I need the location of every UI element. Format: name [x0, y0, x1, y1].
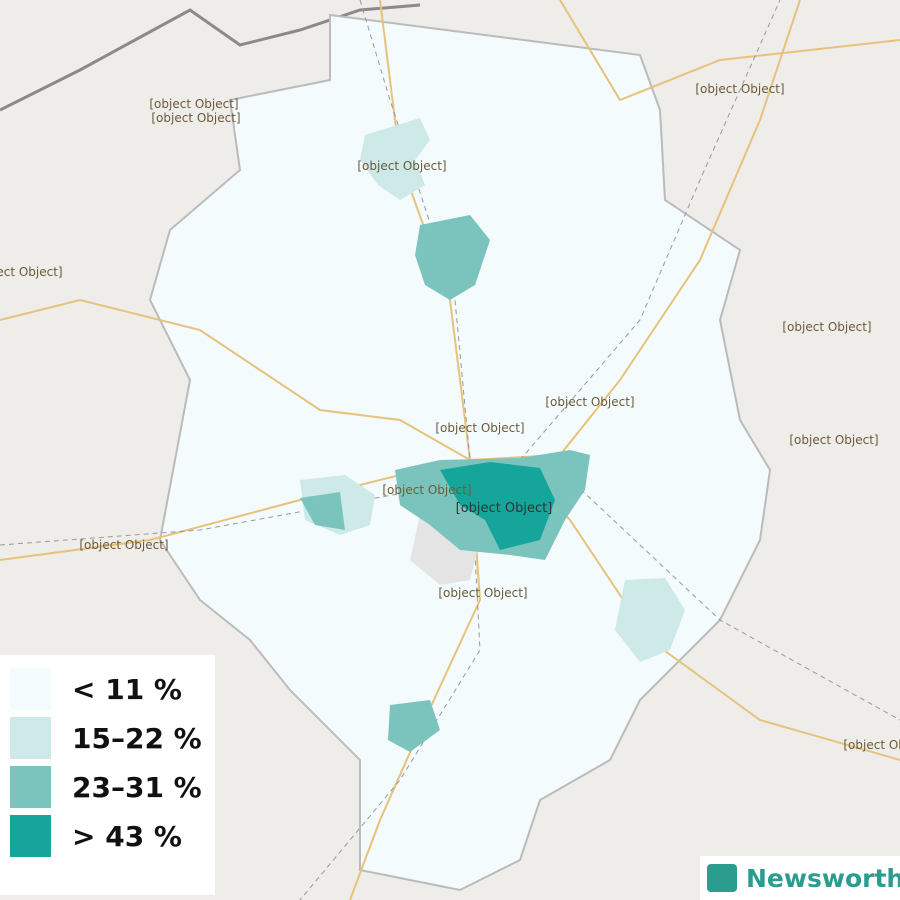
brand-icon — [707, 864, 737, 892]
railway — [519, 0, 781, 461]
place-label: [object Object] — [782, 320, 871, 334]
place-label: [object Object] — [789, 433, 878, 447]
place-label: [object Object] — [357, 159, 446, 173]
place-label: [object Object] — [149, 97, 238, 111]
municipality — [148, 13, 772, 892]
legend-swatch — [10, 717, 51, 759]
legend-label: 15–22 % — [72, 722, 202, 755]
area — [440, 462, 555, 550]
county-border — [0, 3, 421, 112]
place-label: [object Object] — [382, 483, 471, 497]
place-label: [object Object] — [456, 501, 553, 516]
place-label: [object Object] — [438, 586, 527, 600]
legend-swatch — [10, 815, 51, 857]
place-label: [object Object] — [79, 538, 168, 552]
area — [360, 118, 430, 200]
area — [615, 578, 685, 662]
railway — [0, 469, 900, 721]
place-label: [object Object] — [695, 82, 784, 96]
road — [559, 0, 900, 102]
legend-swatch — [10, 668, 51, 710]
brand: Newsworthy — [700, 856, 900, 900]
place-label: [object Object] — [435, 421, 524, 435]
area — [300, 492, 345, 530]
legend-label: 23–31 % — [72, 771, 202, 804]
place-label: [object Object] — [843, 738, 900, 752]
area — [415, 215, 490, 300]
area — [388, 700, 440, 752]
place-label: [object Object] — [0, 265, 63, 279]
legend: < 11 % 15–22 % 23–31 % > 43 % — [0, 655, 215, 895]
place-label: [object Object] — [151, 111, 240, 125]
legend-swatch — [10, 766, 51, 808]
legend-label: > 43 % — [72, 820, 182, 853]
legend-label: < 11 % — [72, 673, 182, 706]
place-label: [object Object] — [545, 395, 634, 409]
brand-name: Newsworthy — [746, 864, 900, 893]
